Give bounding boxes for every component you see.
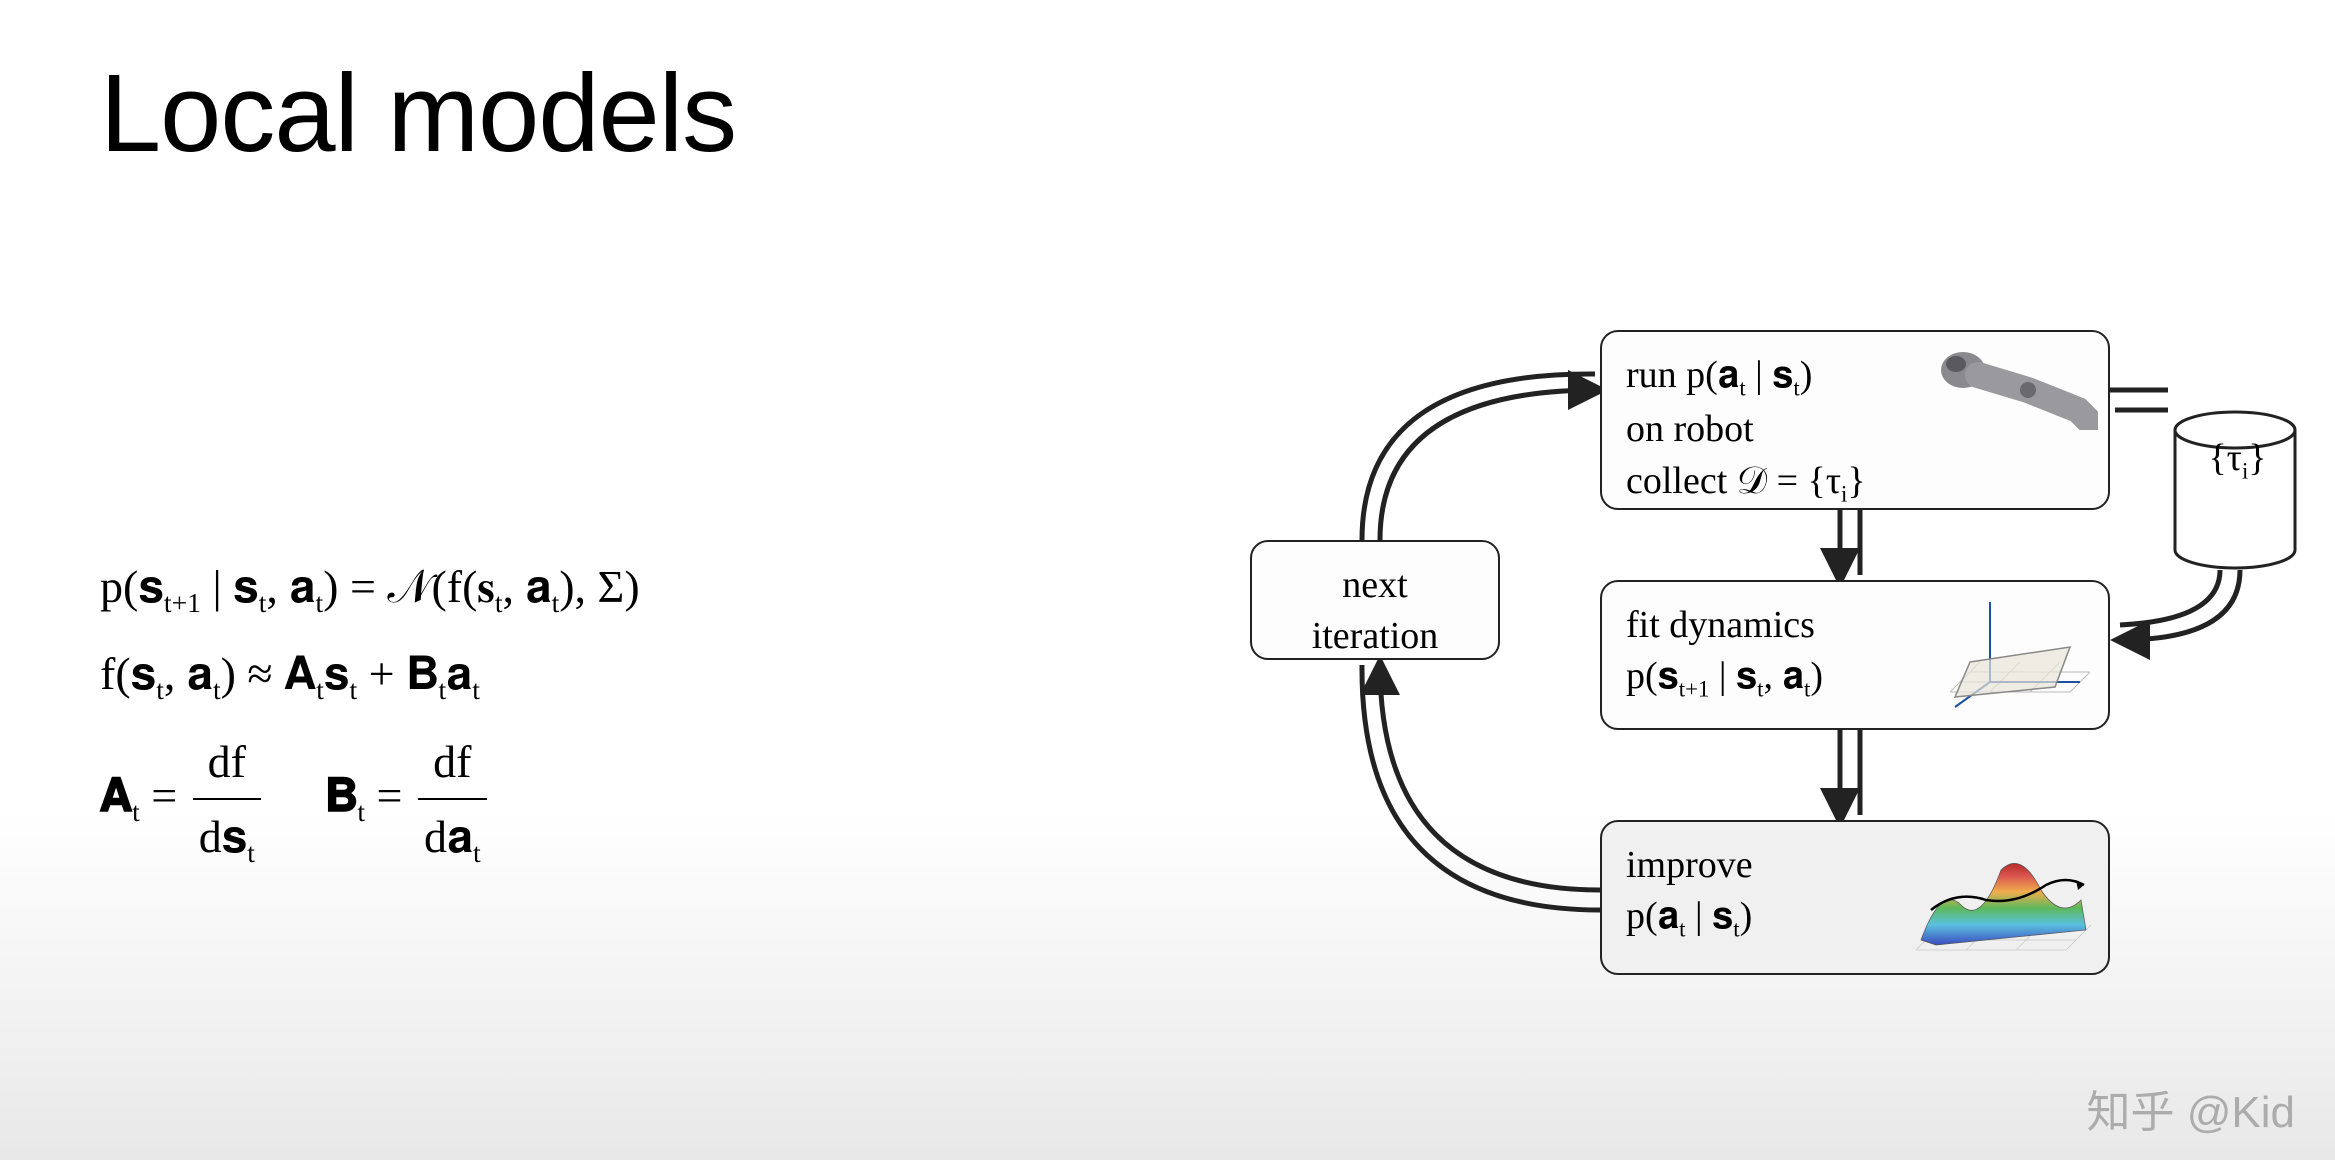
- fit-l2-pre: p(𝐬: [1626, 655, 1679, 697]
- watermark: 知乎 @Kid: [2087, 1076, 2295, 1140]
- eq1-part: ), Σ): [559, 561, 639, 612]
- eq2-sub: t: [472, 675, 480, 706]
- flowchart-diagram: run p(𝐚t | 𝐬t) on robot collect 𝒟 = {τi}…: [1250, 330, 2300, 1130]
- iter-line2: iteration: [1276, 611, 1474, 662]
- surface-plot-icon: [1906, 830, 2096, 960]
- eq1-sub: t+1: [164, 587, 201, 618]
- eq2-part: 𝐚: [446, 648, 472, 699]
- eq3-eq2: =: [365, 770, 414, 821]
- eq3-eq: =: [140, 770, 189, 821]
- eq2-sub: t: [156, 675, 164, 706]
- run-line3: collect 𝒟 = {τi}: [1626, 456, 2084, 510]
- run-l3-post: }: [1847, 460, 1865, 502]
- equations-block: p(𝐬t+1 | 𝐬t, 𝐚t) = 𝒩(f(𝐬t, 𝐚t), Σ) f(𝐬t,…: [100, 550, 640, 888]
- eq3-B-num: df: [418, 725, 487, 801]
- robot-arm-icon: [1928, 340, 2098, 430]
- run-l1-pre: run p(𝐚: [1626, 354, 1739, 396]
- fit-l2-post: ): [1810, 655, 1823, 697]
- eq2-part: ) ≈ 𝐀: [221, 648, 317, 699]
- eq3-A-den-sub: t: [247, 837, 255, 868]
- eq3-B-den-d: d𝐚: [424, 811, 473, 862]
- page-title: Local models: [100, 50, 736, 177]
- cylinder-label: {τi}: [2185, 436, 2290, 485]
- database-cylinder-icon: [2170, 410, 2300, 570]
- imp-l2-pre: p(𝐚: [1626, 895, 1679, 937]
- equation-line-1: p(𝐬t+1 | 𝐬t, 𝐚t) = 𝒩(f(𝐬t, 𝐚t), Σ): [100, 550, 640, 625]
- eq1-part: ) = 𝒩(f(𝐬: [323, 561, 495, 612]
- equation-line-2: f(𝐬t, 𝐚t) ≈ 𝐀t𝐬t + 𝐁t𝐚t: [100, 637, 640, 712]
- eq3-A-num: df: [193, 725, 261, 801]
- imp-l2-post: ): [1740, 895, 1753, 937]
- eq1-part: , 𝐚: [266, 561, 315, 612]
- eq3-B-frac: df d𝐚t: [418, 725, 487, 876]
- fit-l2-m1: | 𝐬: [1709, 655, 1757, 697]
- run-l1-mid: | 𝐬: [1746, 354, 1794, 396]
- eq3-B-den-sub: t: [473, 837, 481, 868]
- box-improve: improve p(𝐚t | 𝐬t): [1600, 820, 2110, 975]
- cyl-pre: {τ: [2208, 437, 2242, 479]
- box-fit-dynamics: fit dynamics p(𝐬t+1 | 𝐬t, 𝐚t): [1600, 580, 2110, 730]
- eq3-B-term: 𝐁t = df d𝐚t: [325, 725, 491, 876]
- eq3-B: 𝐁: [325, 770, 357, 821]
- run-l3-pre: collect 𝒟 = {τ: [1626, 460, 1841, 502]
- equation-line-3: 𝐀t = df d𝐬t 𝐁t = df d𝐚t: [100, 725, 640, 876]
- iter-line1: next: [1276, 560, 1474, 611]
- box-next-iteration: next iteration: [1250, 540, 1500, 660]
- eq3-A-term: 𝐀t = df d𝐬t: [100, 725, 265, 876]
- eq3-Bsub: t: [357, 796, 365, 827]
- eq1-sub: t: [495, 587, 503, 618]
- eq3-Asub: t: [132, 796, 140, 827]
- eq3-A: 𝐀: [100, 770, 132, 821]
- eq3-B-den: d𝐚t: [418, 800, 487, 875]
- eq1-sub: t: [315, 587, 323, 618]
- eq2-sub: t: [316, 675, 324, 706]
- eq3-A-den: d𝐬t: [193, 800, 261, 875]
- eq2-part: , 𝐚: [164, 648, 213, 699]
- imp-l2-mid: | 𝐬: [1686, 895, 1734, 937]
- fit-l2-s1: t+1: [1679, 677, 1710, 702]
- eq2-part: 𝐬: [324, 648, 350, 699]
- eq2-part: f(𝐬: [100, 648, 156, 699]
- eq2-part: + 𝐁: [357, 648, 438, 699]
- eq1-part: | 𝐬: [201, 561, 259, 612]
- eq3-A-frac: df d𝐬t: [193, 725, 261, 876]
- plane-3d-icon: [1940, 592, 2090, 712]
- eq1-part: p(𝐬: [100, 561, 164, 612]
- fit-l2-m2: , 𝐚: [1763, 655, 1804, 697]
- cyl-post: }: [2248, 437, 2266, 479]
- run-l1-post: ): [1800, 354, 1813, 396]
- box-run-robot: run p(𝐚t | 𝐬t) on robot collect 𝒟 = {τi}: [1600, 330, 2110, 510]
- eq2-sub: t: [213, 675, 221, 706]
- eq1-part: , 𝐚: [503, 561, 552, 612]
- eq3-A-den-d: d𝐬: [199, 811, 248, 862]
